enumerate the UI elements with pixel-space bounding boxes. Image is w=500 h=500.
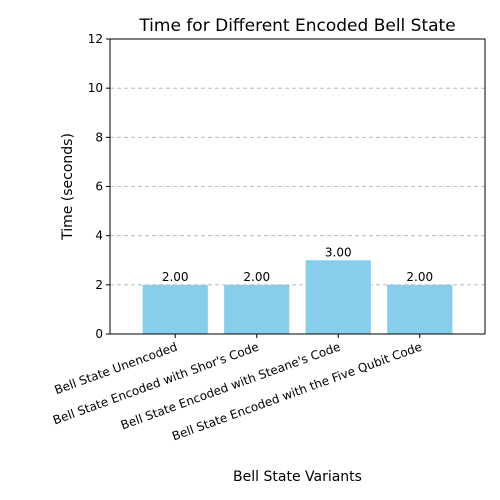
y-tick-label: 4 — [95, 229, 103, 243]
bar — [224, 284, 290, 334]
bar-value-label: 3.00 — [325, 245, 352, 259]
y-tick-label: 12 — [88, 32, 103, 46]
y-tick-label: 2 — [95, 278, 103, 292]
bar — [142, 284, 208, 334]
data-labels: 2.00 2.00 3.00 2.00 — [162, 245, 433, 284]
x-axis-label: Bell State Variants — [233, 469, 362, 485]
bar — [305, 260, 371, 334]
bar-value-label: 2.00 — [406, 270, 433, 284]
bar — [387, 284, 453, 334]
y-tick-label: 6 — [95, 180, 103, 194]
bar-value-label: 2.00 — [243, 270, 270, 284]
y-tick-label: 10 — [88, 81, 103, 95]
chart-title: Time for Different Encoded Bell State — [138, 16, 455, 36]
bars — [142, 260, 453, 334]
y-axis-ticks: 0 2 4 6 8 10 12 — [88, 32, 110, 341]
bar-value-label: 2.00 — [162, 270, 189, 284]
y-tick-label: 8 — [95, 130, 103, 144]
y-tick-label: 0 — [95, 327, 103, 341]
y-axis-label: Time (seconds) — [60, 133, 76, 241]
